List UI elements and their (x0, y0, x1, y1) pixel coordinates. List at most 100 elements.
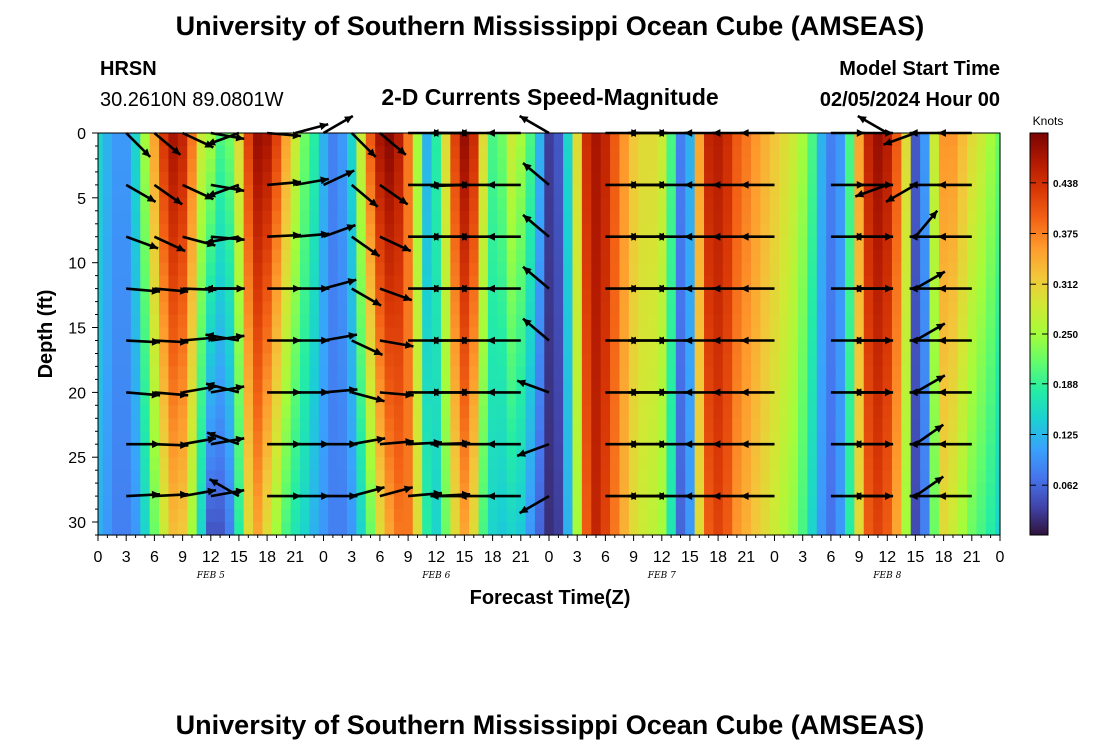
heatmap-cell (995, 353, 1001, 368)
heatmap-cell (657, 340, 668, 355)
heatmap-cell (835, 301, 846, 316)
heatmap-cell (431, 353, 442, 368)
heatmap-cell (403, 457, 414, 471)
heatmap-cell (873, 184, 884, 199)
heatmap-cell (732, 184, 743, 199)
heatmap-cell (356, 171, 367, 186)
current-arrow-head (909, 388, 918, 397)
heatmap-cell (826, 236, 837, 251)
current-arrow-head (179, 390, 189, 399)
heatmap-cell (572, 236, 583, 251)
heatmap-cell (149, 171, 160, 186)
heatmap-cell (384, 418, 395, 432)
heatmap-cell (187, 275, 198, 290)
heatmap-cell (422, 444, 433, 458)
heatmap-cell (440, 418, 451, 432)
heatmap-cell (431, 392, 442, 406)
current-arrow-head (486, 492, 495, 500)
heatmap-cell (168, 470, 179, 484)
heatmap-cell (741, 522, 752, 536)
heatmap-cell (224, 158, 235, 173)
heatmap-cell (102, 379, 113, 393)
day-label: FEB 8 (872, 571, 901, 581)
heatmap-cell (581, 444, 592, 458)
heatmap-cell (149, 405, 160, 419)
heatmap-cell (140, 457, 151, 471)
heatmap-cell (704, 340, 715, 355)
heatmap-cell (704, 470, 715, 484)
heatmap-cell (149, 133, 160, 147)
heatmap-cell (234, 145, 245, 160)
heatmap-cell (751, 236, 762, 251)
heatmap-cell (393, 444, 404, 458)
heatmap-cell (957, 340, 968, 355)
heatmap-cell (797, 223, 808, 238)
heatmap-cell (685, 483, 696, 497)
heatmap-cell (976, 431, 987, 445)
current-arrow (350, 235, 381, 258)
heatmap-cell (516, 275, 527, 290)
heatmap-cell (187, 262, 198, 277)
heatmap-cell (882, 509, 893, 523)
heatmap-cell (995, 184, 1001, 199)
heatmap-cell (534, 236, 545, 251)
heatmap-cell (826, 470, 837, 484)
current-arrow (516, 379, 550, 394)
heatmap-cell (797, 133, 808, 147)
heatmap-cell (290, 301, 301, 316)
heatmap-cell (497, 340, 508, 355)
heatmap-cell (666, 158, 677, 173)
heatmap-cell (469, 522, 480, 536)
heatmap-cell (722, 444, 733, 458)
heatmap-cell (685, 158, 696, 173)
heatmap-cell (393, 171, 404, 186)
heatmap-cell (440, 262, 451, 277)
heatmap-cell (863, 418, 874, 432)
heatmap-cell (760, 171, 771, 186)
heatmap-cell (206, 171, 217, 186)
heatmap-cell (628, 223, 639, 238)
heatmap-cell (337, 133, 348, 147)
heatmap-cell (224, 236, 235, 251)
heatmap-cell (356, 509, 367, 523)
heatmap-cell (666, 327, 677, 342)
heatmap-cell (901, 314, 912, 329)
heatmap-cell (149, 418, 160, 432)
heatmap-cell (713, 353, 724, 368)
heatmap-cell (149, 184, 160, 199)
heatmap-cell (478, 327, 489, 342)
heatmap-cell (581, 353, 592, 368)
heatmap-cell (478, 522, 489, 536)
heatmap-cell (704, 210, 715, 225)
heatmap-cell (563, 470, 574, 484)
heatmap-cell (384, 210, 395, 225)
heatmap-cell (835, 418, 846, 432)
heatmap-cell (196, 133, 207, 147)
heatmap-cell (985, 158, 996, 173)
heatmap-cell (713, 184, 724, 199)
heatmap-cell (844, 496, 855, 510)
heatmap-cell (563, 275, 574, 290)
heatmap-cell (563, 483, 574, 497)
heatmap-cell (346, 444, 357, 458)
heatmap-cell (591, 431, 602, 445)
heatmap-cell (130, 288, 141, 303)
heatmap-cell (177, 496, 188, 510)
heatmap-cell (938, 210, 949, 225)
heatmap-cell (732, 418, 743, 432)
heatmap-cell (459, 288, 470, 303)
heatmap-cell (779, 431, 790, 445)
heatmap-cell (647, 210, 658, 225)
heatmap-cell (234, 457, 245, 471)
current-arrow-head (523, 266, 532, 275)
heatmap-cell (234, 418, 245, 432)
heatmap-cell (666, 353, 677, 368)
heatmap-cell (657, 496, 668, 510)
heatmap-cell (271, 327, 282, 342)
heatmap-cell (403, 223, 414, 238)
heatmap-cell (224, 340, 235, 355)
current-arrow-head (740, 492, 749, 500)
heatmap-cell (732, 496, 743, 510)
heatmap-cell (891, 301, 902, 316)
heatmap-cell (675, 353, 686, 368)
